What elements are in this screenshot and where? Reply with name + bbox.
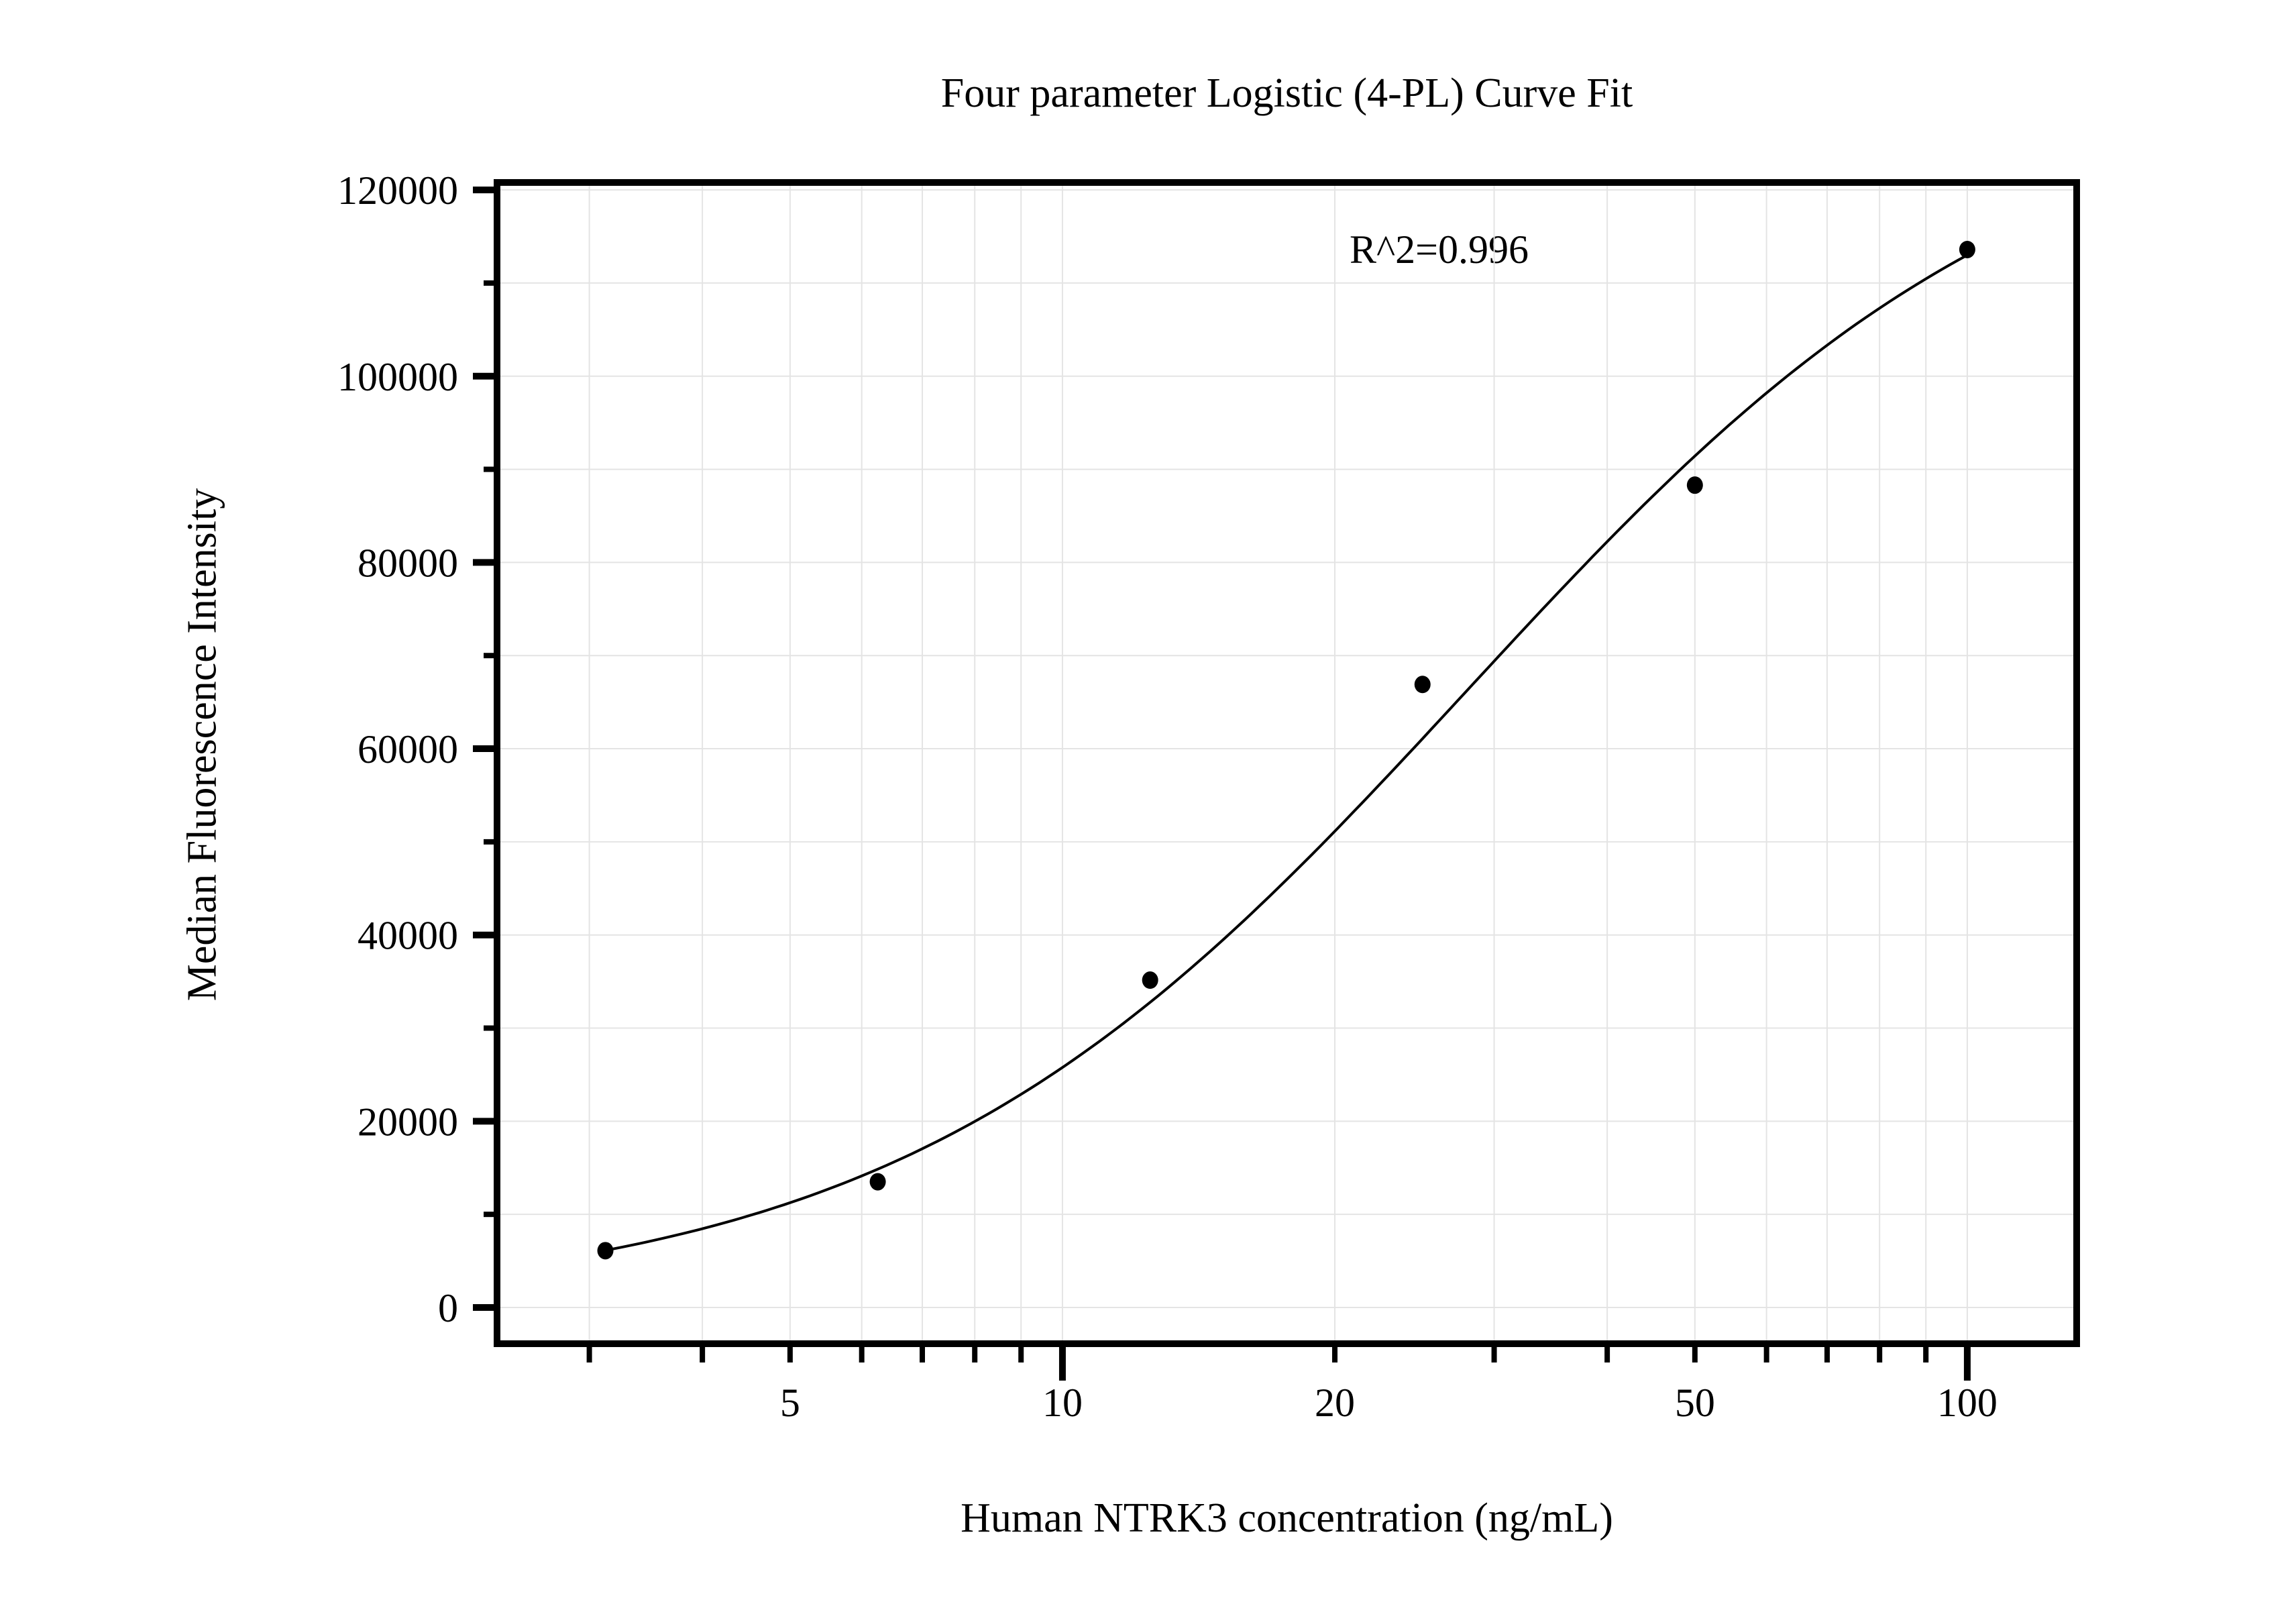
y-tick-label: 80000 — [358, 541, 458, 585]
y-tick-label: 0 — [438, 1286, 458, 1330]
x-tick-label: 100 — [1937, 1381, 1998, 1425]
x-axis-label: Human NTRK3 concentration (ng/mL) — [961, 1495, 1613, 1541]
x-tick-label: 10 — [1042, 1381, 1083, 1425]
fit-curve — [605, 254, 1968, 1252]
y-tick-label: 60000 — [358, 727, 458, 771]
data-point — [1959, 240, 1975, 258]
data-point — [1142, 971, 1158, 990]
x-tick-label: 50 — [1675, 1381, 1715, 1425]
y-tick-label: 120000 — [337, 168, 458, 213]
y-tick-label: 40000 — [358, 914, 458, 958]
chart-title: Four parameter Logistic (4-PL) Curve Fit — [940, 70, 1633, 116]
data-point — [597, 1242, 614, 1260]
x-tick-label: 20 — [1315, 1381, 1355, 1425]
data-point — [869, 1173, 886, 1191]
plot-frame — [494, 179, 2080, 1347]
data-point — [1686, 476, 1703, 494]
y-tick-label: 20000 — [358, 1100, 458, 1144]
x-tick-label: 5 — [780, 1381, 800, 1425]
data-point — [1414, 676, 1431, 694]
r-squared-annotation: R^2=0.996 — [1350, 227, 1529, 272]
y-tick-label: 100000 — [337, 355, 458, 399]
